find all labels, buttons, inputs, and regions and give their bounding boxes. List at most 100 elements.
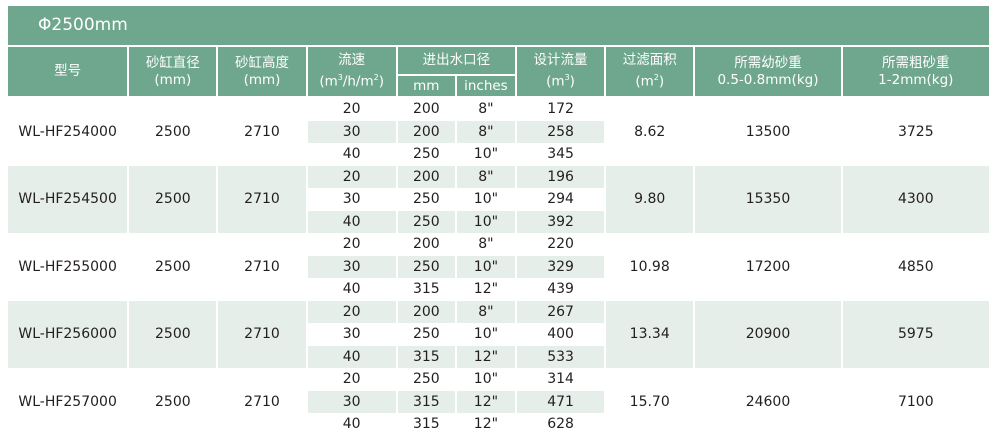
fine-sand-cell: 20900 (695, 300, 841, 368)
port-inches-cell: 8" (456, 120, 515, 143)
fine-sand-cell: 13500 (745, 123, 791, 140)
port-inches-cell: 8" (456, 300, 515, 323)
port-mm-cell: 315 (412, 281, 440, 298)
header-port: 进出水口径 (397, 47, 515, 76)
header-flow: 设计流量 (m3) (516, 47, 605, 98)
port-inches-cell: 12" (456, 345, 515, 368)
flow-cell: 314 (547, 371, 574, 388)
table-row: 40 250 10" 345 (8, 143, 989, 166)
diameter-cell: 2500 (155, 393, 191, 410)
header-port-inches: inches (456, 76, 515, 98)
table-row: 40 250 10" 392 (8, 210, 989, 233)
velocity-cell: 40 (342, 416, 361, 433)
port-mm-cell: 200 (397, 165, 455, 188)
port-inches-cell: 8" (456, 165, 515, 188)
coarse-sand-cell: 3725 (897, 123, 934, 140)
flow-cell: 392 (516, 210, 605, 233)
flow-cell: 267 (516, 300, 605, 323)
area-cell: 10.98 (629, 258, 670, 275)
port-mm-cell: 250 (397, 255, 455, 278)
velocity-cell: 20 (342, 101, 361, 118)
coarse-sand-cell: 4850 (897, 258, 934, 275)
port-mm-cell: 250 (412, 371, 440, 388)
velocity-cell: 20 (342, 236, 361, 253)
coarse-sand-cell: 5975 (842, 300, 989, 368)
table-row: 30 315 12" 471 (8, 390, 989, 413)
area-cell: 13.34 (606, 300, 694, 368)
port-inches-cell: 12" (473, 281, 499, 298)
port-inches-cell: 10" (473, 146, 499, 163)
header-fine-sand: 所需幼砂重 0.5-0.8mm(kg) (695, 47, 841, 98)
velocity-cell: 30 (342, 191, 361, 208)
header-model: 型号 (8, 47, 128, 98)
header-diameter: 砂缸直径 (mm) (129, 47, 217, 98)
port-inches-cell: 12" (473, 416, 499, 433)
coarse-sand-cell: 4300 (842, 165, 989, 233)
port-mm-cell: 315 (397, 345, 455, 368)
table-row: 30 200 8" 258 (8, 120, 989, 143)
velocity-cell: 20 (307, 300, 396, 323)
height-cell: 2710 (244, 393, 280, 410)
table-row: WL-HF255000 2500 2710 20 200 8" 220 10.98 17200 4… (8, 233, 989, 275)
table-row: 30 250 10" 400 (8, 323, 989, 346)
model-cell: WL-HF256000 (8, 300, 128, 368)
header-height: 砂缸高度 (mm) (218, 47, 306, 98)
table-row: 40 315 12" 533 (8, 345, 989, 368)
port-mm-cell: 250 (412, 146, 440, 163)
port-inches-cell: 10" (473, 191, 499, 208)
flow-cell: 294 (547, 191, 574, 208)
flow-cell: 220 (547, 236, 574, 253)
fine-sand-cell: 15350 (695, 165, 841, 233)
spec-table: 型号 砂缸直径 (mm) 砂缸高度 (mm) 流速 (m3/h/m2) 进出水口径 设… (6, 47, 991, 436)
area-cell: 8.62 (634, 123, 666, 140)
table-row: WL-HF254000 2500 2710 20 200 8" 172 8.62 13500 37… (8, 98, 989, 140)
flow-cell: 439 (547, 281, 574, 298)
model-cell: WL-HF254500 (8, 165, 128, 233)
fine-sand-cell: 17200 (745, 258, 791, 275)
port-mm-cell: 315 (412, 416, 440, 433)
table-row: WL-HF257000 2500 2710 20 250 10" 314 15.70 24600… (8, 368, 989, 410)
flow-cell: 628 (547, 416, 574, 433)
port-mm-cell: 315 (397, 390, 455, 413)
diameter-cell: 2500 (155, 123, 191, 140)
height-cell: 2710 (218, 300, 306, 368)
velocity-cell: 30 (307, 255, 396, 278)
header-port-mm: mm (397, 76, 455, 98)
flow-cell: 400 (547, 326, 574, 343)
port-mm-cell: 200 (412, 236, 440, 253)
port-inches-cell: 8" (478, 101, 494, 118)
diameter-cell: 2500 (129, 165, 217, 233)
velocity-cell: 40 (342, 281, 361, 298)
velocity-cell: 40 (342, 146, 361, 163)
port-inches-cell: 12" (456, 390, 515, 413)
velocity-cell: 20 (307, 165, 396, 188)
coarse-sand-cell: 7100 (897, 393, 934, 410)
diameter-cell: 2500 (129, 300, 217, 368)
table-row: WL-HF254500 2500 2710 20 200 8" 196 9.80 15350 43… (8, 165, 989, 233)
flow-cell: 533 (516, 345, 605, 368)
port-inches-cell: 10" (456, 255, 515, 278)
header-coarse-sand: 所需粗砂重 1-2mm(kg) (842, 47, 989, 98)
flow-cell: 196 (516, 165, 605, 188)
velocity-cell: 30 (307, 390, 396, 413)
table-row: 40 315 12" 628 (8, 413, 989, 436)
port-inches-cell: 10" (473, 371, 499, 388)
velocity-cell: 40 (307, 210, 396, 233)
diameter-cell: 2500 (155, 258, 191, 275)
flow-cell: 345 (547, 146, 574, 163)
height-cell: 2710 (244, 258, 280, 275)
flow-cell: 329 (516, 255, 605, 278)
flow-cell: 258 (516, 120, 605, 143)
velocity-cell: 30 (307, 120, 396, 143)
port-mm-cell: 200 (412, 101, 440, 118)
velocity-cell: 30 (342, 326, 361, 343)
table-row: 40 315 12" 439 (8, 278, 989, 301)
port-inches-cell: 8" (478, 236, 494, 253)
port-mm-cell: 250 (412, 191, 440, 208)
model-cell: WL-HF257000 (18, 393, 117, 410)
port-mm-cell: 250 (397, 210, 455, 233)
flow-cell: 172 (547, 101, 574, 118)
table-row: WL-HF256000 2500 2710 20 200 8" 267 13.34 20900 5… (8, 300, 989, 368)
header-velocity: 流速 (m3/h/m2) (307, 47, 396, 98)
flow-cell: 471 (516, 390, 605, 413)
